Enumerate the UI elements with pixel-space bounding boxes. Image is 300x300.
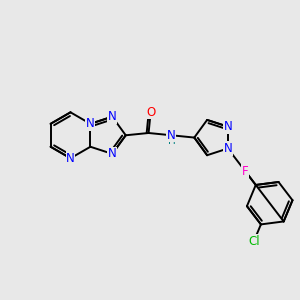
Text: Cl: Cl — [248, 235, 260, 248]
Text: O: O — [146, 106, 155, 118]
Text: N: N — [66, 152, 75, 165]
Text: N: N — [108, 147, 117, 161]
Text: N: N — [86, 117, 95, 130]
Text: H: H — [168, 136, 175, 146]
Text: N: N — [167, 129, 176, 142]
Text: N: N — [224, 120, 232, 133]
Text: N: N — [108, 110, 117, 123]
Text: N: N — [224, 142, 232, 155]
Text: F: F — [242, 165, 249, 178]
